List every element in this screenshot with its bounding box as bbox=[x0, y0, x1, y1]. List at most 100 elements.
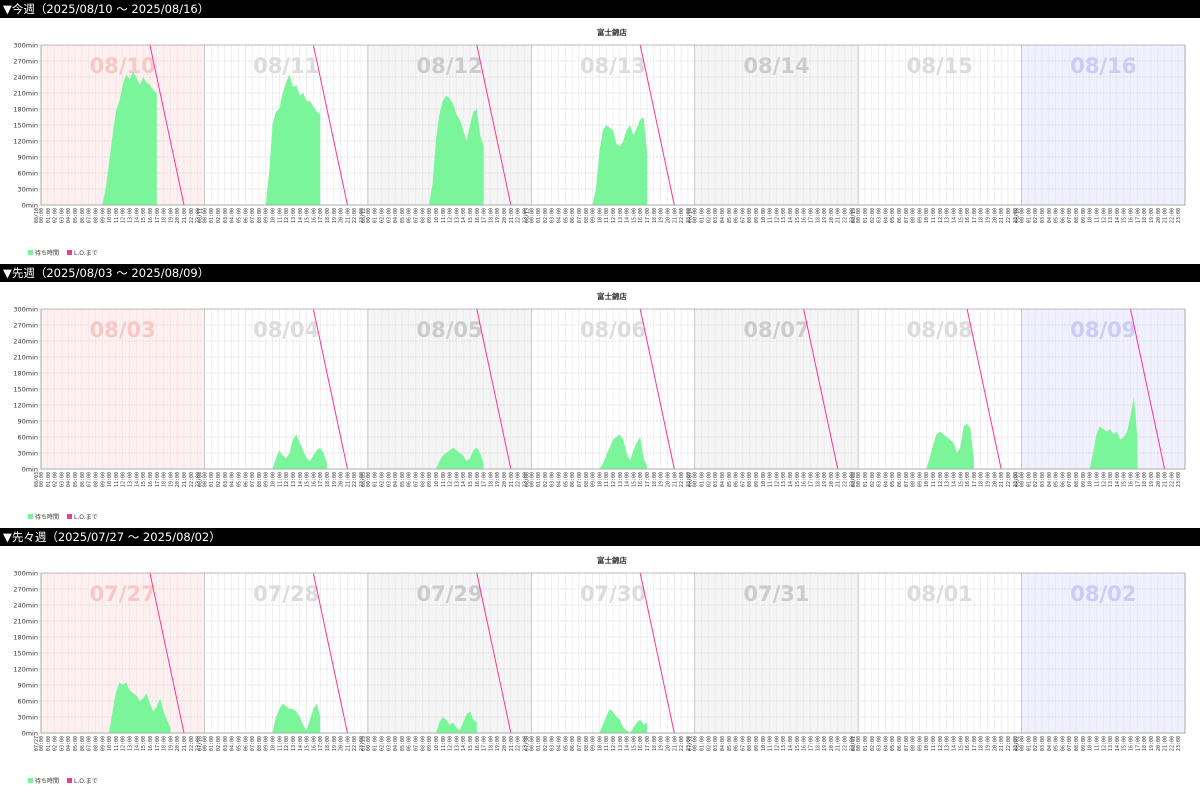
x-tick-label: 07:00 bbox=[250, 736, 256, 751]
x-tick-label: 10:00 bbox=[1088, 472, 1094, 487]
x-tick-label: 10:00 bbox=[271, 472, 277, 487]
x-tick-label: 23:00 bbox=[1176, 208, 1182, 223]
x-tick-label: 22:00 bbox=[1169, 736, 1175, 751]
x-tick-label: 20:00 bbox=[175, 472, 181, 487]
day-watermark-label: 08/11 bbox=[253, 54, 319, 78]
x-tick-label: 14:00 bbox=[298, 472, 304, 487]
x-tick-label: 15:00 bbox=[305, 472, 311, 487]
x-tick-label: 22:00 bbox=[516, 736, 522, 751]
wait-time-chart: 富士錦店 0min 30min 60min 90min 120min 150min 180mi… bbox=[13, 555, 1186, 785]
x-tick-label: 00:00 bbox=[693, 208, 699, 223]
x-tick-label: 22:00 bbox=[1169, 208, 1175, 223]
legend-label-lo: L.O.まで bbox=[74, 514, 98, 521]
x-tick-label: 20:00 bbox=[502, 208, 508, 223]
x-tick-label: 14:00 bbox=[788, 208, 794, 223]
x-tick-label: 09:00 bbox=[1081, 736, 1087, 751]
x-tick-label: 07:00 bbox=[1067, 472, 1073, 487]
x-tick-label: 02:00 bbox=[379, 736, 385, 751]
day-watermark-label: 08/09 bbox=[1070, 318, 1136, 342]
x-tick-label: 02:00 bbox=[870, 736, 876, 751]
x-tick-label: 00:00 bbox=[202, 208, 208, 223]
x-tick-label: 08:00 bbox=[420, 208, 426, 223]
x-tick-label: 05:00 bbox=[1054, 736, 1060, 751]
x-tick-label: 02:00 bbox=[53, 472, 59, 487]
x-tick-label: 12:00 bbox=[938, 736, 944, 751]
x-tick-label: 09:00 bbox=[917, 736, 923, 751]
x-tick-label: 04:00 bbox=[557, 736, 563, 751]
day-watermark-label: 08/04 bbox=[253, 318, 319, 342]
x-tick-label: 09:00 bbox=[100, 208, 106, 223]
y-tick-label: 30min bbox=[17, 186, 38, 194]
x-tick-label: 20:00 bbox=[502, 472, 508, 487]
x-tick-label: 11:00 bbox=[277, 736, 283, 751]
x-tick-label: 16:00 bbox=[965, 736, 971, 751]
x-tick-label: 21:00 bbox=[345, 472, 351, 487]
x-tick-label: 06:00 bbox=[897, 208, 903, 223]
x-tick-label: 13:00 bbox=[781, 208, 787, 223]
x-tick-label: 14:00 bbox=[134, 736, 140, 751]
x-tick-label: 03:00 bbox=[223, 736, 229, 751]
x-tick-label: 00:00 bbox=[39, 472, 45, 487]
x-tick-label: 20:00 bbox=[1156, 472, 1162, 487]
x-tick-label: 03:00 bbox=[386, 736, 392, 751]
x-tick-label: 01:00 bbox=[373, 472, 379, 487]
x-tick-label: 21:00 bbox=[836, 736, 842, 751]
x-tick-label: 10:00 bbox=[597, 472, 603, 487]
x-tick-label: 15:00 bbox=[795, 208, 801, 223]
x-tick-label: 23:00 bbox=[849, 472, 855, 487]
x-tick-label: 03:00 bbox=[877, 736, 883, 751]
legend-swatch-wait bbox=[28, 778, 33, 783]
x-day-tick-label: 07/28 bbox=[197, 736, 203, 751]
legend-label-wait: 待ち時間 bbox=[35, 513, 59, 521]
x-day-tick-label: 08/08 bbox=[851, 472, 857, 487]
week-last: ▼先週（2025/08/03 ～ 2025/08/09） 富士錦店 0min 30m… bbox=[0, 264, 1200, 528]
x-tick-label: 17:00 bbox=[1135, 472, 1141, 487]
x-tick-label: 02:00 bbox=[706, 208, 712, 223]
x-day-tick-label: 08/12 bbox=[361, 208, 367, 223]
last-order-line bbox=[476, 308, 512, 470]
x-tick-label: 06:00 bbox=[407, 208, 413, 223]
day-watermark-label: 08/03 bbox=[90, 318, 156, 342]
x-tick-label: 20:00 bbox=[502, 736, 508, 751]
y-tick-label: 120min bbox=[13, 666, 38, 674]
x-tick-label: 13:00 bbox=[454, 472, 460, 487]
x-tick-label: 10:00 bbox=[107, 208, 113, 223]
x-tick-label: 06:00 bbox=[80, 472, 86, 487]
x-tick-label: 16:00 bbox=[802, 208, 808, 223]
x-tick-label: 08:00 bbox=[257, 208, 263, 223]
x-tick-label: 14:00 bbox=[298, 208, 304, 223]
wait-time-area bbox=[102, 71, 157, 205]
x-tick-label: 12:00 bbox=[611, 736, 617, 751]
x-tick-label: 17:00 bbox=[972, 208, 978, 223]
x-tick-label: 19:00 bbox=[495, 736, 501, 751]
x-day-tick-label: 08/14 bbox=[688, 208, 694, 223]
x-tick-label: 06:00 bbox=[407, 736, 413, 751]
x-tick-label: 06:00 bbox=[570, 472, 576, 487]
y-tick-label: 180min bbox=[13, 370, 38, 378]
x-day-tick-label: 08/06 bbox=[524, 472, 530, 487]
x-tick-label: 12:00 bbox=[121, 208, 127, 223]
x-tick-label: 00:00 bbox=[202, 736, 208, 751]
x-day-tick-label: 08/01 bbox=[851, 736, 857, 751]
x-tick-label: 15:00 bbox=[795, 472, 801, 487]
x-tick-label: 16:00 bbox=[965, 472, 971, 487]
x-tick-label: 12:00 bbox=[774, 736, 780, 751]
x-day-tick-label: 08/05 bbox=[361, 472, 367, 487]
x-tick-label: 11:00 bbox=[441, 736, 447, 751]
x-tick-label: 01:00 bbox=[536, 472, 542, 487]
x-day-tick-label: 08/16 bbox=[1015, 208, 1021, 223]
x-tick-label: 01:00 bbox=[209, 208, 215, 223]
wait-time-area bbox=[1089, 397, 1138, 469]
x-tick-label: 09:00 bbox=[591, 472, 597, 487]
x-day-tick-label: 07/29 bbox=[361, 736, 367, 751]
x-tick-label: 09:00 bbox=[264, 472, 270, 487]
y-tick-label: 240min bbox=[13, 602, 38, 610]
x-tick-label: 12:00 bbox=[448, 472, 454, 487]
x-tick-label: 11:00 bbox=[931, 208, 937, 223]
x-tick-label: 21:00 bbox=[345, 736, 351, 751]
x-tick-label: 18:00 bbox=[325, 472, 331, 487]
x-tick-label: 18:00 bbox=[1142, 736, 1148, 751]
x-tick-label: 17:00 bbox=[155, 208, 161, 223]
x-tick-label: 14:00 bbox=[951, 208, 957, 223]
x-tick-label: 05:00 bbox=[727, 472, 733, 487]
